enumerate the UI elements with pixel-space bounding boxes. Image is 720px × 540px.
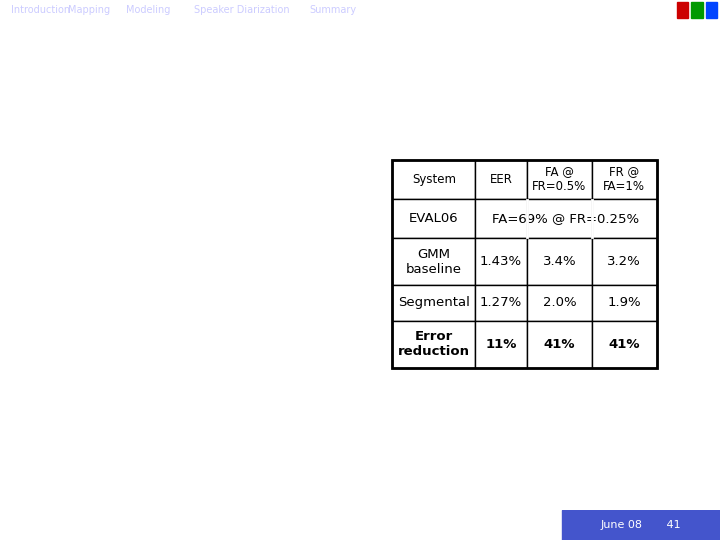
Bar <box>592 285 657 321</box>
Bar <box>392 159 475 199</box>
Bar <box>691 2 703 18</box>
Text: Segmental: Segmental <box>398 296 469 309</box>
Text: EER: EER <box>490 173 513 186</box>
Text: Modeling: Modeling <box>126 5 171 15</box>
Text: FA @
FR=0.5%: FA @ FR=0.5% <box>532 165 587 193</box>
Text: 1.9%: 1.9% <box>608 296 641 309</box>
Bar <box>592 159 657 199</box>
Text: System: System <box>412 173 456 186</box>
Bar <box>592 238 657 285</box>
Bar <box>592 199 657 238</box>
Text: 41%: 41% <box>544 338 575 350</box>
Bar <box>475 159 527 199</box>
Bar <box>392 199 475 238</box>
Text: June 08       41: June 08 41 <box>600 520 681 530</box>
Bar <box>475 238 527 285</box>
Bar <box>392 159 657 368</box>
Text: 11%: 11% <box>485 338 517 350</box>
Text: 3.4%: 3.4% <box>543 255 576 268</box>
Bar <box>392 285 475 321</box>
Bar <box>592 321 657 368</box>
Text: GMM
baseline: GMM baseline <box>406 248 462 275</box>
Text: Error
reduction: Error reduction <box>397 330 470 358</box>
Text: 2.0%: 2.0% <box>543 296 576 309</box>
Bar <box>677 2 688 18</box>
Bar <box>527 159 592 199</box>
Bar <box>475 321 527 368</box>
Text: Mapping: Mapping <box>68 5 111 15</box>
Bar <box>527 321 592 368</box>
Bar <box>706 2 717 18</box>
Text: Speech / Silence Segmentation – Results 2/2: Speech / Silence Segmentation – Results … <box>16 38 672 65</box>
Text: FR @
FA=1%: FR @ FA=1% <box>603 165 645 193</box>
Bar <box>527 238 592 285</box>
Text: 1.43%: 1.43% <box>480 255 522 268</box>
Text: Introduction: Introduction <box>11 5 70 15</box>
Bar <box>475 199 527 238</box>
Text: Summary: Summary <box>310 5 356 15</box>
Bar <box>527 199 592 238</box>
Text: FA=69% @ FR=0.25%: FA=69% @ FR=0.25% <box>492 212 639 225</box>
Bar <box>475 285 527 321</box>
Text: H. Aronowitz (IBM): H. Aronowitz (IBM) <box>9 520 112 530</box>
Text: 41%: 41% <box>608 338 640 350</box>
Text: Speaker Diarization: Speaker Diarization <box>194 5 290 15</box>
Text: 1.27%: 1.27% <box>480 296 522 309</box>
Bar <box>562 510 720 540</box>
Bar <box>527 285 592 321</box>
Bar <box>392 321 475 368</box>
Text: EVAL06: EVAL06 <box>409 212 459 225</box>
Bar <box>392 238 475 285</box>
Text: Intra-Class Variability Modeling for Speech Processing: Intra-Class Variability Modeling for Spe… <box>153 520 452 530</box>
Text: 3.2%: 3.2% <box>608 255 641 268</box>
